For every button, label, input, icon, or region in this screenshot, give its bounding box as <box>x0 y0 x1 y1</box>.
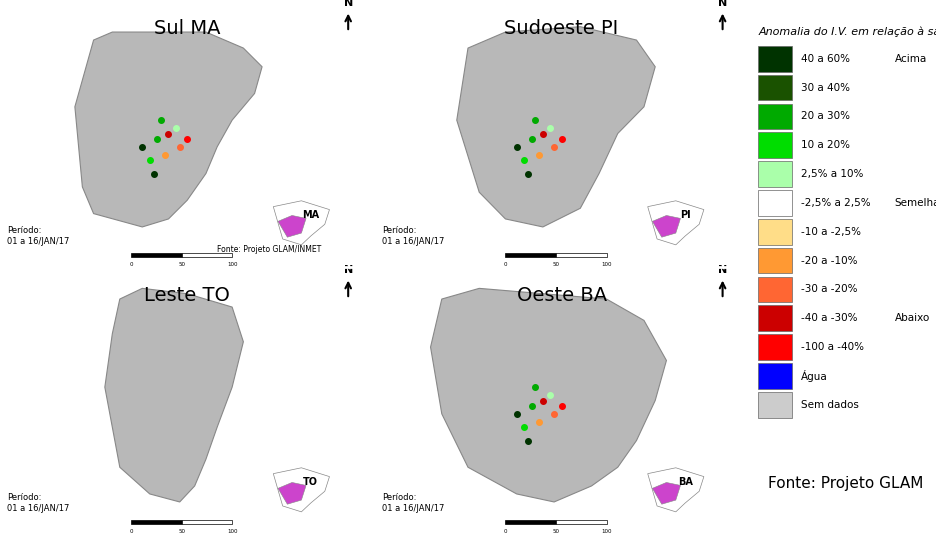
Text: Água: Água <box>801 370 828 382</box>
Text: 100: 100 <box>227 262 238 266</box>
Bar <box>556 253 607 257</box>
Polygon shape <box>273 201 329 245</box>
Text: Período:
01 a 16/JAN/17: Período: 01 a 16/JAN/17 <box>7 226 70 246</box>
Text: Sem dados: Sem dados <box>801 400 859 410</box>
Text: Período:
01 a 16/JAN/17: Período: 01 a 16/JAN/17 <box>382 493 445 513</box>
FancyBboxPatch shape <box>758 104 792 129</box>
Text: Período:
01 a 16/JAN/17: Período: 01 a 16/JAN/17 <box>7 493 70 513</box>
Text: Período:
01 a 16/JAN/17: Período: 01 a 16/JAN/17 <box>382 226 445 246</box>
Text: -100 a -40%: -100 a -40% <box>801 342 864 352</box>
FancyBboxPatch shape <box>758 277 792 302</box>
Text: Anomalia do I.V. em relação à safra passada: Anomalia do I.V. em relação à safra pass… <box>758 27 936 37</box>
Polygon shape <box>278 215 306 237</box>
Text: 10 a 20%: 10 a 20% <box>801 140 850 150</box>
FancyBboxPatch shape <box>758 75 792 100</box>
Text: Acima: Acima <box>895 54 927 64</box>
Text: 0: 0 <box>504 529 507 533</box>
Text: 50: 50 <box>178 529 185 533</box>
Text: 30 a 40%: 30 a 40% <box>801 83 850 92</box>
FancyBboxPatch shape <box>758 46 792 72</box>
Text: Abaixo: Abaixo <box>895 313 930 323</box>
Text: 100: 100 <box>601 262 612 266</box>
Text: N: N <box>718 0 727 8</box>
Polygon shape <box>105 288 243 502</box>
Polygon shape <box>648 201 704 245</box>
FancyBboxPatch shape <box>758 161 792 187</box>
Text: N: N <box>344 0 353 8</box>
Bar <box>556 520 607 524</box>
FancyBboxPatch shape <box>758 334 792 360</box>
Text: -10 a -2,5%: -10 a -2,5% <box>801 227 861 237</box>
Text: 20 a 30%: 20 a 30% <box>801 112 850 121</box>
FancyBboxPatch shape <box>758 248 792 273</box>
FancyBboxPatch shape <box>758 219 792 245</box>
Bar <box>182 253 232 257</box>
Text: 40 a 60%: 40 a 60% <box>801 54 850 64</box>
Polygon shape <box>278 483 306 504</box>
Text: 50: 50 <box>552 262 560 266</box>
Polygon shape <box>75 32 262 227</box>
Polygon shape <box>273 468 329 512</box>
Bar <box>131 520 182 524</box>
Text: N: N <box>344 265 353 275</box>
Polygon shape <box>457 27 655 227</box>
Polygon shape <box>648 468 704 512</box>
Polygon shape <box>652 215 680 237</box>
Bar <box>131 253 182 257</box>
Text: 0: 0 <box>129 262 133 266</box>
Text: 0: 0 <box>504 262 507 266</box>
Bar <box>182 520 232 524</box>
Text: Semelhante: Semelhante <box>895 198 936 208</box>
FancyBboxPatch shape <box>758 132 792 158</box>
Text: PI: PI <box>680 210 691 221</box>
Text: Sudoeste PI: Sudoeste PI <box>505 19 619 38</box>
Text: -20 a -10%: -20 a -10% <box>801 256 857 265</box>
FancyBboxPatch shape <box>758 190 792 216</box>
Text: -40 a -30%: -40 a -30% <box>801 313 857 323</box>
Text: 50: 50 <box>552 529 560 533</box>
FancyBboxPatch shape <box>758 305 792 331</box>
Text: 50: 50 <box>178 262 185 266</box>
Text: -30 a -20%: -30 a -20% <box>801 285 857 294</box>
Text: MA: MA <box>302 210 319 221</box>
FancyBboxPatch shape <box>758 363 792 389</box>
Text: Leste TO: Leste TO <box>144 286 230 305</box>
FancyBboxPatch shape <box>758 392 792 418</box>
Text: Oeste BA: Oeste BA <box>517 286 607 305</box>
Text: Sul MA: Sul MA <box>154 19 221 38</box>
Polygon shape <box>431 288 666 502</box>
Text: BA: BA <box>678 477 693 488</box>
Bar <box>505 253 556 257</box>
Text: 0: 0 <box>129 529 133 533</box>
Text: 100: 100 <box>601 529 612 533</box>
Text: Fonte: Projeto GLAM: Fonte: Projeto GLAM <box>768 476 923 491</box>
Text: 2,5% a 10%: 2,5% a 10% <box>801 169 864 179</box>
Text: Fonte: Projeto GLAM/INMET: Fonte: Projeto GLAM/INMET <box>217 245 322 254</box>
Bar <box>505 520 556 524</box>
Text: TO: TO <box>303 477 318 488</box>
Text: -2,5% a 2,5%: -2,5% a 2,5% <box>801 198 870 208</box>
Text: 100: 100 <box>227 529 238 533</box>
Text: N: N <box>718 265 727 275</box>
Polygon shape <box>652 483 680 504</box>
